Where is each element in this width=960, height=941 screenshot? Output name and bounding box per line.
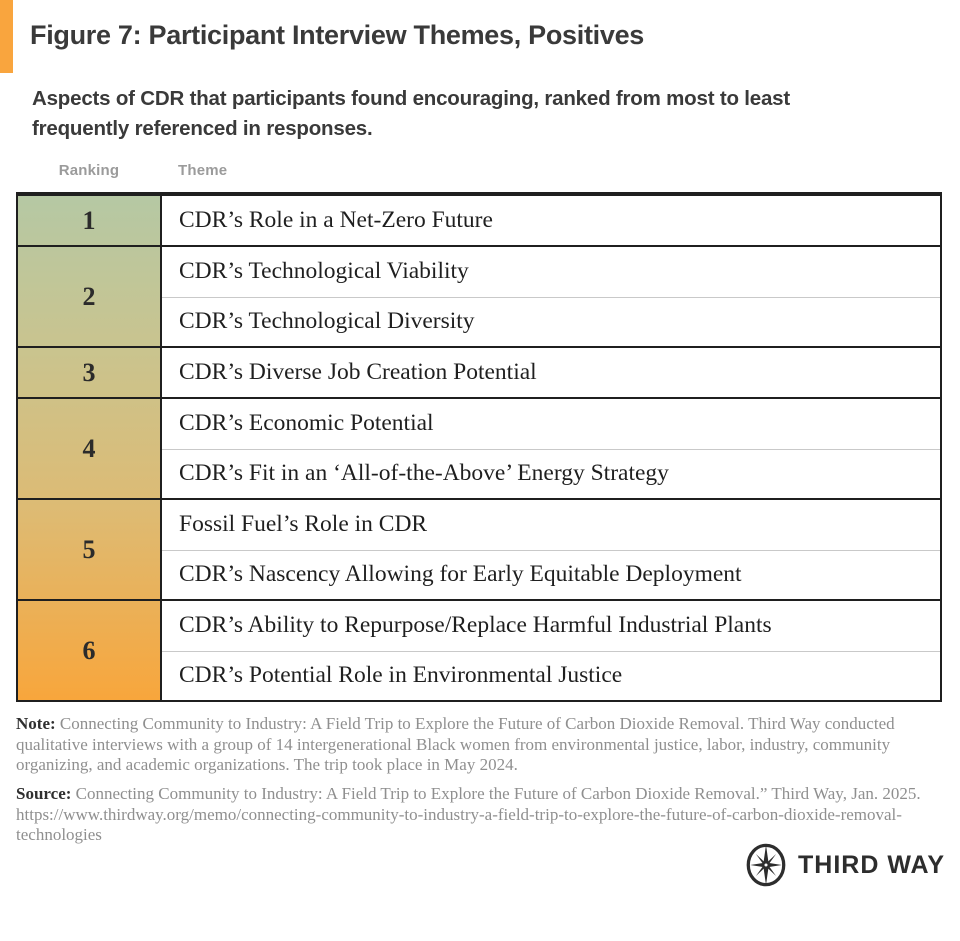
rank-group-1: 1 CDR’s Role in a Net-Zero Future <box>18 194 940 245</box>
column-header-theme: Theme <box>178 162 228 179</box>
rank-cell: 1 <box>18 196 162 245</box>
theme-cell: Fossil Fuel’s Role in CDR <box>179 511 428 538</box>
thirdway-logo: THIRD WAY <box>743 842 945 888</box>
rank-group-4: 4 CDR’s Economic Potential CDR’s Fit in an… <box>18 397 940 498</box>
theme-cell: CDR’s Economic Potential <box>179 410 434 437</box>
theme-column: CDR’s Diverse Job Creation Potential <box>162 348 940 397</box>
figure-subtitle: Aspects of CDR that participants found e… <box>32 87 790 140</box>
rank-cell: 2 <box>18 247 162 346</box>
theme-cell: CDR’s Ability to Repurpose/Replace Harmf… <box>179 612 772 639</box>
accent-bar <box>0 0 13 73</box>
theme-column: CDR’s Economic Potential CDR’s Fit in an … <box>162 399 940 498</box>
theme-column: CDR’s Ability to Repurpose/Replace Harmf… <box>162 601 940 700</box>
theme-cell: CDR’s Potential Role in Environmental Ju… <box>162 650 940 701</box>
column-header-ranking: Ranking <box>58 162 120 179</box>
theme-cell: CDR’s Role in a Net-Zero Future <box>179 207 493 233</box>
ranking-table: 1 CDR’s Role in a Net-Zero Future 2 CDR’s T… <box>16 192 942 702</box>
compass-star-icon <box>743 842 789 888</box>
note-label: Note: <box>16 714 56 733</box>
rank-group-3: 3 CDR’s Diverse Job Creation Potential <box>18 346 940 397</box>
column-headers: Ranking Theme <box>0 162 960 182</box>
theme-column: CDR’s Role in a Net-Zero Future <box>162 196 940 245</box>
rank-cell: 3 <box>18 348 162 397</box>
rank-group-2: 2 CDR’s Technological Viability CDR’s Tech… <box>18 245 940 346</box>
source-label: Source: <box>16 784 72 803</box>
theme-cell: CDR’s Nascency Allowing for Early Equita… <box>162 549 940 600</box>
figure-title: Figure 7: Participant Interview Themes, … <box>30 20 644 50</box>
source-body: Connecting Community to Industry: A Fiel… <box>16 784 921 845</box>
theme-column: CDR’s Technological Viability CDR’s Techn… <box>162 247 940 346</box>
theme-column: Fossil Fuel’s Role in CDR CDR’s Nascency … <box>162 500 940 599</box>
source-text: Source: Connecting Community to Industry… <box>16 784 942 846</box>
theme-cell: CDR’s Diverse Job Creation Potential <box>179 359 537 385</box>
note-text: Note: Connecting Community to Industry: … <box>16 714 942 776</box>
rank-cell: 5 <box>18 500 162 599</box>
theme-cell: CDR’s Technological Diversity <box>162 296 940 347</box>
rank-column-gradient <box>18 194 162 700</box>
note-body: Connecting Community to Industry: A Fiel… <box>16 714 895 775</box>
theme-cell: CDR’s Technological Viability <box>179 258 469 285</box>
rank-group-5: 5 Fossil Fuel’s Role in CDR CDR’s Nascency… <box>18 498 940 599</box>
rank-cell: 6 <box>18 601 162 700</box>
logo-wordmark: THIRD WAY <box>798 850 945 879</box>
rank-cell: 4 <box>18 399 162 498</box>
theme-cell: CDR’s Fit in an ‘All-of-the-Above’ Energ… <box>162 448 940 499</box>
rank-group-6: 6 CDR’s Ability to Repurpose/Replace Harm… <box>18 599 940 700</box>
